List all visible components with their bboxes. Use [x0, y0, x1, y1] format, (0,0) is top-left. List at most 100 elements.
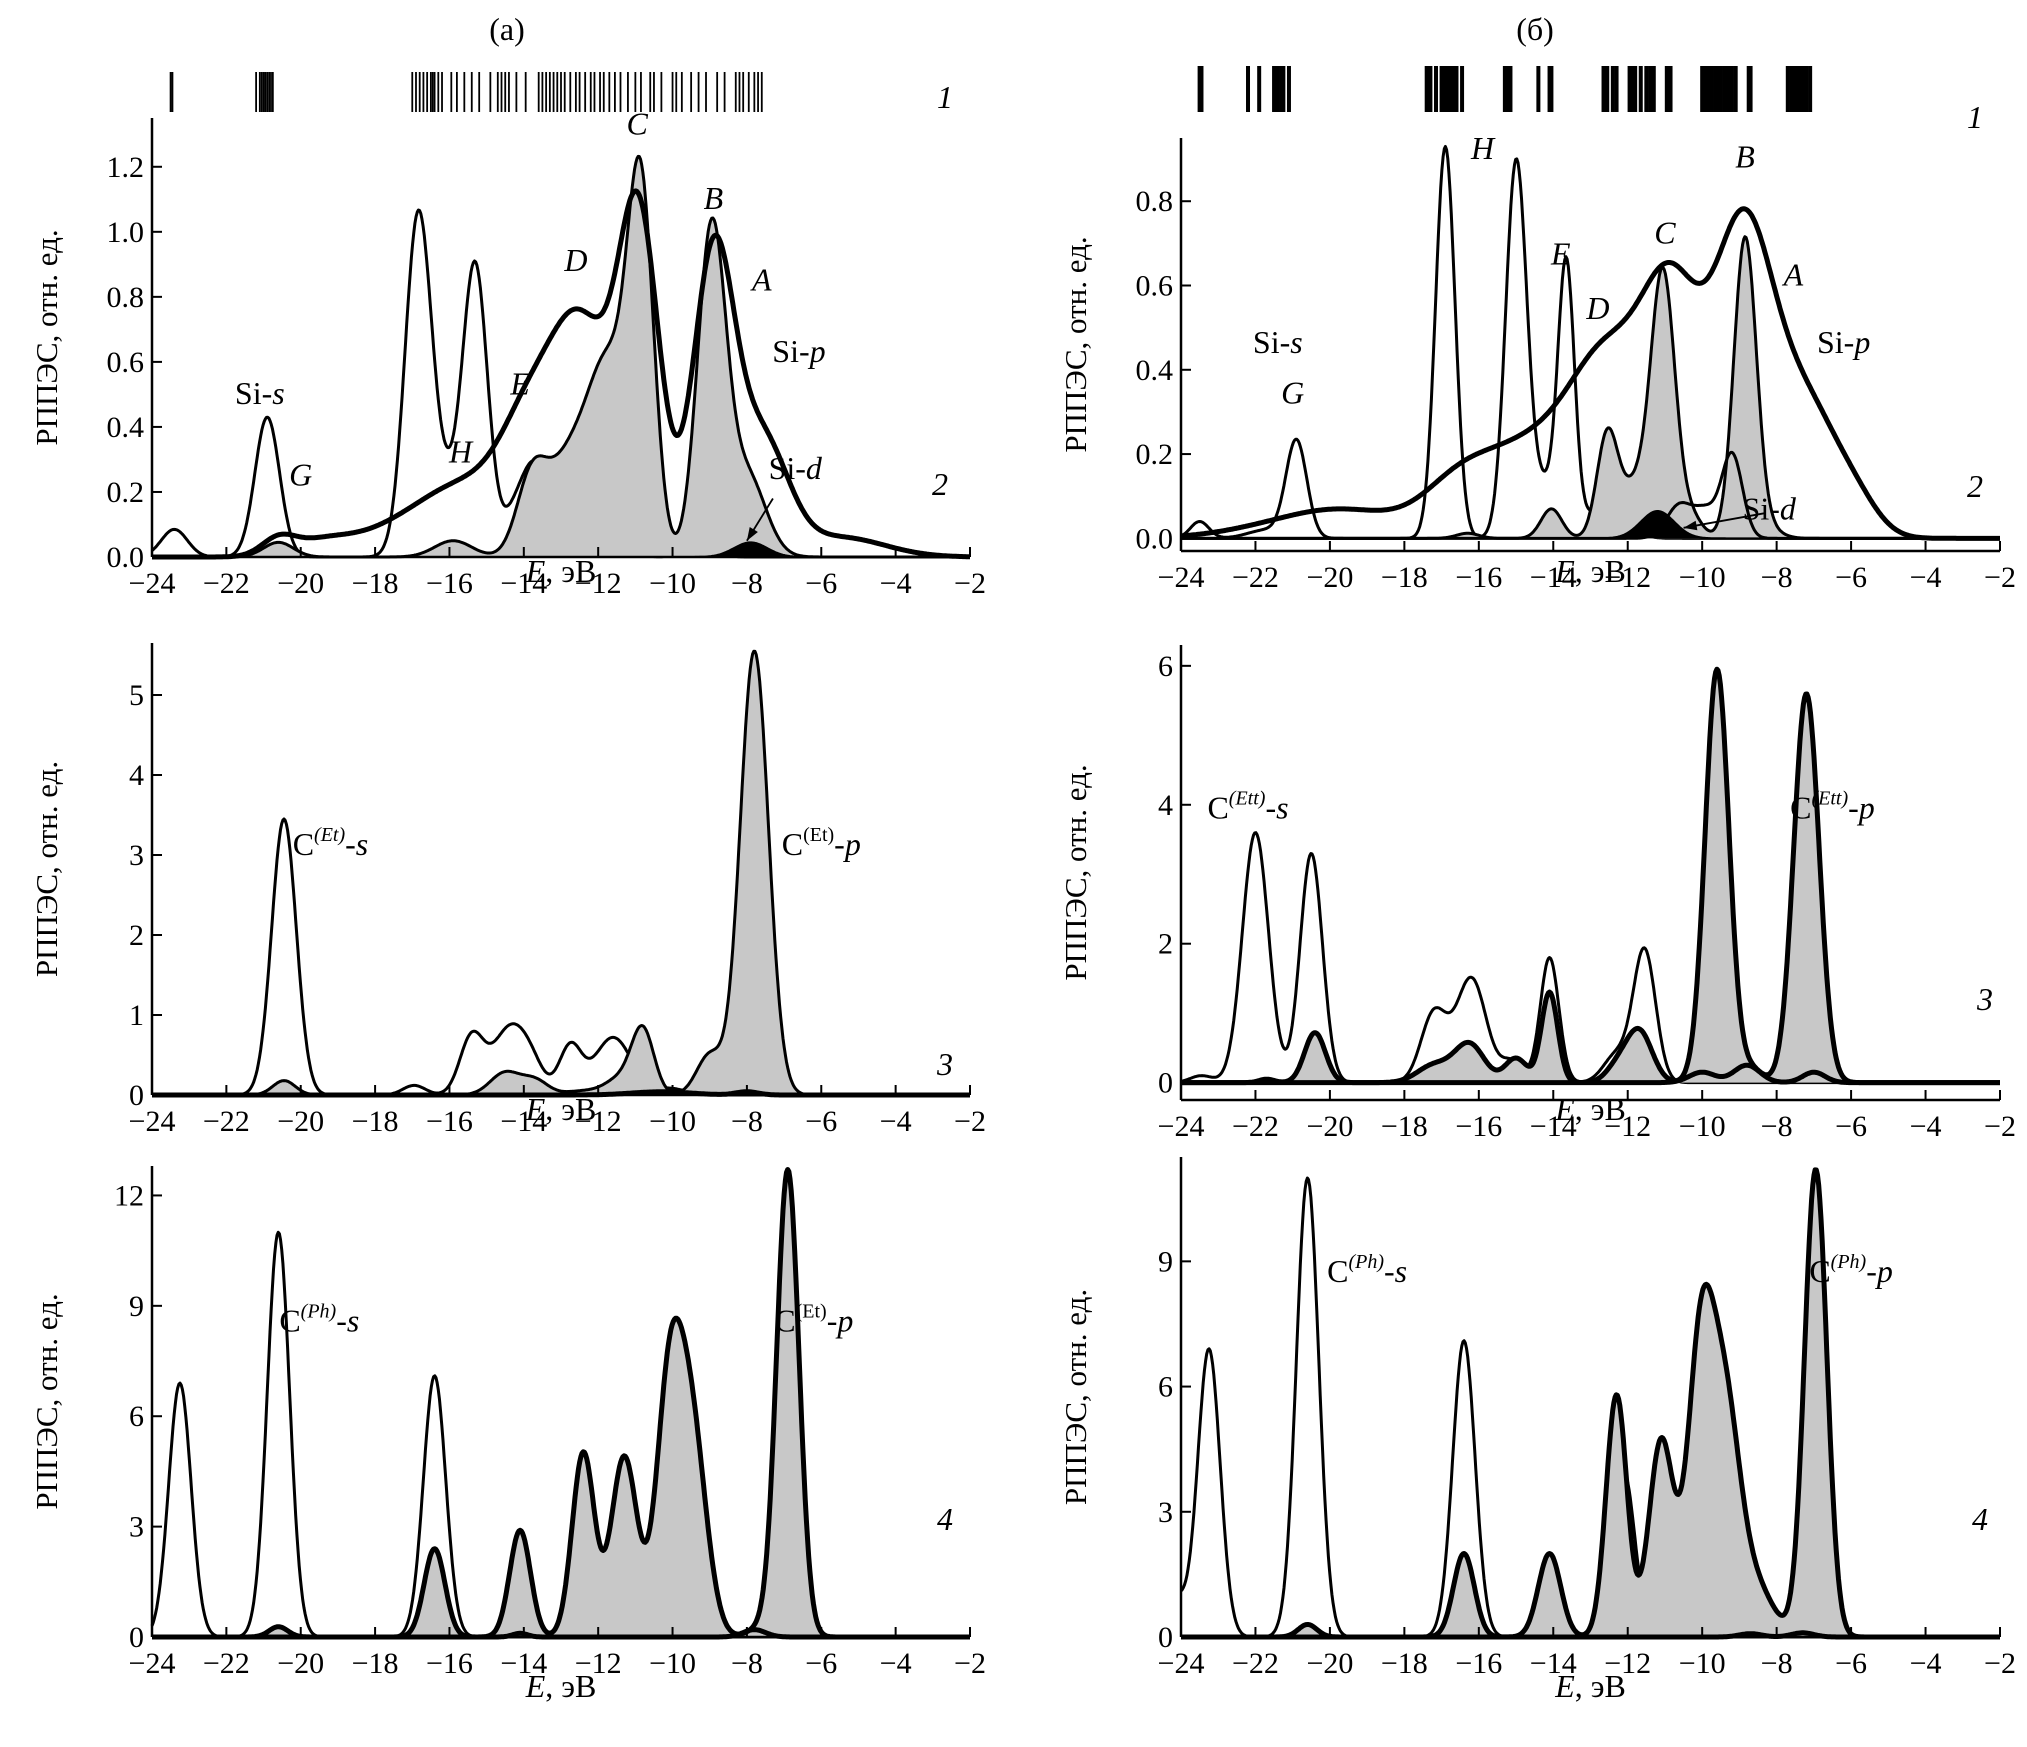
annotation-label: C(Ett)-s [1207, 788, 1288, 826]
annotation-label: C [627, 105, 649, 141]
x-tick-label: −14 [1530, 561, 1577, 594]
panel-b1: −24 −22 −20 −18 −16 −14 −12 −10 −8 −6 −4 −2 0.0 0.2 0.… [1058, 11, 2016, 594]
series-line-C(Ph)-s [150, 1230, 971, 1639]
annotation-label: C(Et)-s [293, 824, 369, 862]
annotation-label: G [1281, 375, 1304, 411]
curve-set-number: 3 [1976, 981, 1993, 1017]
x-tick-label: −8 [731, 1105, 763, 1138]
curve-set-number: 2 [1967, 468, 1983, 504]
x-tick-label: −4 [1910, 561, 1942, 594]
y-tick-label: 1 [129, 999, 144, 1032]
x-tick-label: −14 [500, 567, 547, 600]
x-tick-label: −20 [277, 567, 324, 600]
x-tick-label: −12 [575, 567, 622, 600]
panel-a1: −24 −22 −20 −18 −16 −14 −12 −10 −8 −6 −4 −2 0.0 0.2 0.… [29, 11, 986, 600]
x-tick-label: −24 [129, 1647, 176, 1680]
x-tick-label: −16 [426, 567, 473, 600]
x-tick-label: −10 [1679, 1110, 1726, 1143]
x-tick-label: −2 [1984, 561, 2016, 594]
series-line-total [150, 188, 972, 560]
y-tick-label: 9 [1158, 1245, 1173, 1278]
y-tick-label: 6 [1158, 650, 1173, 683]
annotation-label: H [448, 434, 474, 470]
x-tick-label: −24 [129, 1105, 176, 1138]
x-tick-label: −2 [954, 1647, 986, 1680]
y-tick-label: 0 [1158, 1067, 1173, 1100]
annotation-label: Si-s [235, 375, 285, 411]
x-tick-label: −4 [880, 1647, 912, 1680]
series-line-C(Ett)-s [1180, 831, 2001, 1085]
y-tick-label: 0 [1158, 1621, 1173, 1654]
y-tick-label: 0.4 [107, 411, 145, 444]
x-tick-label: −22 [1232, 1110, 1279, 1143]
y-tick-label: 0.8 [1136, 185, 1174, 218]
panel-title: (a) [489, 11, 525, 47]
x-tick-label: −4 [1910, 1647, 1942, 1680]
x-tick-label: −6 [1835, 561, 1867, 594]
y-tick-label: 5 [129, 679, 144, 712]
x-tick-label: −20 [1306, 1647, 1353, 1680]
series-fill-C(Et)-p [152, 651, 970, 1095]
x-tick-label: −8 [731, 1647, 763, 1680]
x-axis-label: E, эВ [525, 553, 597, 589]
x-tick-label: −10 [649, 567, 696, 600]
annotation-label: Si-d [1743, 490, 1797, 526]
x-tick-label: −4 [880, 567, 912, 600]
x-tick-label: −16 [1455, 561, 1502, 594]
curve-set-number: 2 [932, 466, 948, 502]
x-tick-label: −22 [1232, 561, 1279, 594]
y-tick-label: 0 [129, 1621, 144, 1654]
x-tick-label: −8 [1761, 1110, 1793, 1143]
series-line-total [1179, 206, 2002, 541]
y-tick-label: 6 [129, 1400, 144, 1433]
x-tick-label: −22 [1232, 1647, 1279, 1680]
y-tick-label: 3 [129, 1511, 144, 1544]
x-tick-label: −18 [1381, 1110, 1428, 1143]
stick-spectrum-number: 1 [1967, 99, 1983, 135]
y-axis-label: РППЭС, отн. ед. [1058, 1289, 1093, 1505]
y-tick-label: 9 [129, 1290, 144, 1323]
arrow-head-icon [746, 527, 758, 541]
series-fill-C(Ett)-p [1181, 669, 2000, 1083]
x-tick-label: −20 [277, 1647, 324, 1680]
annotation-label: H [1470, 130, 1496, 166]
series-line-C(Ett)-p [1179, 666, 2002, 1086]
x-tick-label: −10 [649, 1105, 696, 1138]
arrow-head-icon [1683, 520, 1698, 531]
y-tick-label: 3 [1158, 1496, 1173, 1529]
annotation-label: D [1585, 290, 1609, 326]
annotation-label: C(Ph)-p [1809, 1251, 1893, 1289]
y-axis-label: РППЭС, отн. ед. [29, 761, 64, 977]
x-tick-label: −8 [731, 567, 763, 600]
x-tick-label: −2 [954, 567, 986, 600]
x-tick-label: −6 [805, 1647, 837, 1680]
series-line-C(Ph)-p [1179, 1167, 2002, 1640]
annotation-label: Si-s [1253, 324, 1303, 360]
x-axis-label: E, эВ [525, 1668, 597, 1704]
x-tick-label: −4 [880, 1105, 912, 1138]
y-tick-label: 1.2 [107, 151, 145, 184]
y-tick-label: 1.0 [107, 216, 145, 249]
panel-title: (б) [1516, 11, 1554, 47]
x-tick-label: −12 [575, 1105, 622, 1138]
annotation-label: Si-p [1817, 324, 1870, 360]
x-tick-label: −18 [352, 1647, 399, 1680]
x-tick-label: −2 [954, 1105, 986, 1138]
annotation-label: D [563, 242, 587, 278]
x-tick-label: −22 [203, 1647, 250, 1680]
x-tick-label: −16 [426, 1647, 473, 1680]
x-tick-label: −20 [1306, 1110, 1353, 1143]
x-tick-label: −8 [1761, 561, 1793, 594]
x-tick-label: −22 [203, 1105, 250, 1138]
x-tick-label: −18 [1381, 561, 1428, 594]
x-tick-label: −12 [1604, 1110, 1651, 1143]
y-tick-label: 0.2 [1136, 438, 1174, 471]
y-tick-label: 12 [114, 1179, 144, 1212]
y-tick-label: 4 [129, 759, 144, 792]
x-tick-label: −16 [426, 1105, 473, 1138]
annotation-arrow [1683, 512, 1766, 529]
y-tick-label: 0 [129, 1079, 144, 1112]
